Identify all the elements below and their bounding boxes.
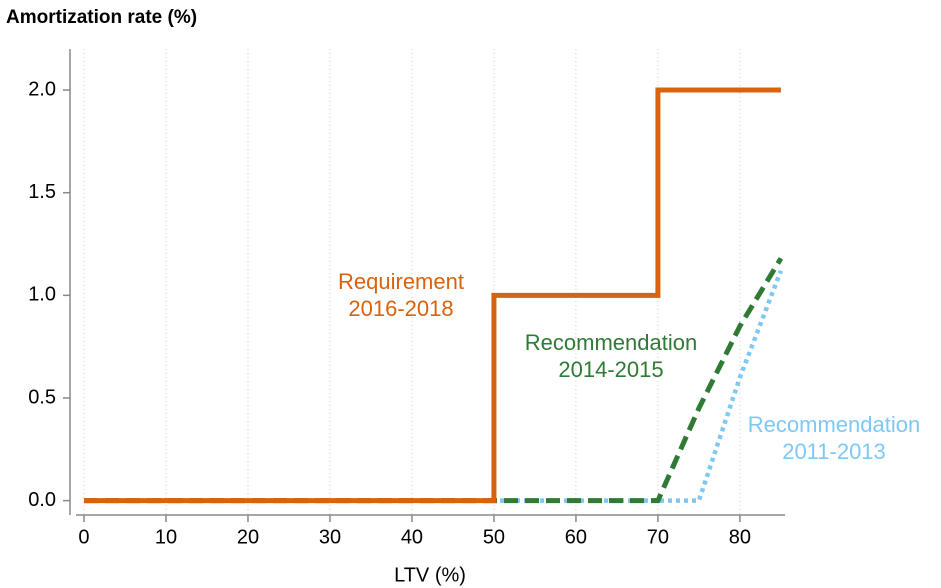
x-tick-label: 50	[483, 526, 505, 548]
y-tick-label: 2.0	[28, 78, 56, 100]
x-tick-label: 0	[78, 526, 89, 548]
x-tick-label: 60	[565, 526, 587, 548]
x-tick-label: 40	[401, 526, 423, 548]
x-tick-label: 70	[647, 526, 669, 548]
y-tick-label: 0.5	[28, 386, 56, 408]
series-label: 2014-2015	[558, 357, 663, 382]
series-line	[83, 257, 784, 504]
series-label: Recommendation	[748, 412, 920, 437]
series-label: Recommendation	[525, 330, 697, 355]
x-tick-label: 10	[155, 526, 177, 548]
series-label: 2011-2013	[782, 439, 886, 464]
series-label: Requirement	[338, 269, 464, 294]
series-line	[83, 87, 781, 504]
y-tick-label: 1.5	[28, 181, 56, 203]
x-axis-title: LTV (%)	[394, 564, 466, 586]
x-tick-label: 30	[319, 526, 341, 548]
y-tick-label: 1.0	[28, 284, 56, 306]
x-tick-label: 20	[237, 526, 259, 548]
y-axis-title: Amortization rate (%)	[6, 7, 197, 28]
series-label: 2016-2018	[348, 296, 453, 321]
y-tick-label: 0.0	[28, 489, 56, 511]
x-tick-label: 80	[729, 526, 751, 548]
